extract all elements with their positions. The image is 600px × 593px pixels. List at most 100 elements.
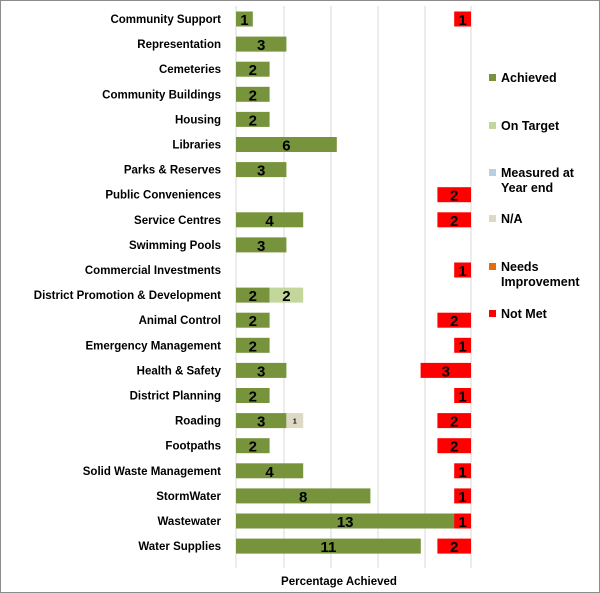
data-label: 3 bbox=[257, 37, 265, 54]
data-label: 2 bbox=[249, 288, 257, 305]
data-label: 3 bbox=[442, 363, 450, 380]
data-label: 2 bbox=[249, 313, 257, 330]
data-label: 1 bbox=[458, 514, 466, 531]
data-label: 3 bbox=[257, 238, 265, 255]
bar-achieved bbox=[236, 61, 270, 77]
bar-achieved bbox=[236, 463, 304, 479]
legend-label: On Target bbox=[501, 119, 560, 133]
category-label: Parks & Reserves bbox=[124, 165, 221, 177]
data-label: 2 bbox=[249, 389, 257, 406]
data-label: 2 bbox=[249, 87, 257, 104]
category-label: Swimming Pools bbox=[129, 240, 221, 252]
data-label: 1 bbox=[458, 338, 466, 355]
bar-achieved bbox=[236, 337, 270, 353]
data-label: 2 bbox=[249, 338, 257, 355]
data-label: 3 bbox=[257, 163, 265, 180]
bar-achieved bbox=[236, 162, 287, 178]
legend-swatch bbox=[489, 310, 496, 317]
bar-not-met bbox=[437, 312, 471, 328]
category-label: Public Conveniences bbox=[105, 190, 221, 202]
bar-not-met bbox=[454, 337, 471, 353]
bar-not-met bbox=[454, 262, 471, 278]
legend-label: N/A bbox=[501, 212, 523, 226]
bar-not-met bbox=[437, 413, 471, 429]
category-label: Housing bbox=[175, 114, 221, 126]
bar-not-met bbox=[454, 388, 471, 403]
bar-n-a bbox=[286, 413, 304, 429]
legend-swatch bbox=[489, 169, 496, 176]
bar-achieved bbox=[236, 237, 287, 253]
data-label: 4 bbox=[265, 464, 274, 481]
legend-label: Year end bbox=[501, 181, 553, 195]
bar-not-met bbox=[437, 538, 471, 554]
data-label: 2 bbox=[450, 188, 458, 205]
category-label: Community Buildings bbox=[102, 89, 221, 101]
data-label: 3 bbox=[257, 363, 265, 380]
bar-achieved bbox=[236, 11, 253, 27]
bar-not-met bbox=[454, 11, 471, 27]
category-label: Emergency Management bbox=[86, 340, 222, 352]
data-label: 1 bbox=[293, 419, 297, 426]
category-label: Commercial Investments bbox=[85, 265, 221, 277]
bar-not-met bbox=[420, 362, 471, 378]
category-label: Solid Waste Management bbox=[83, 466, 221, 478]
category-label: Health & Safety bbox=[137, 365, 222, 377]
legend-swatch bbox=[489, 263, 496, 270]
x-axis-title: Percentage Achieved bbox=[281, 576, 397, 588]
bar-not-met bbox=[437, 212, 471, 228]
data-label: 3 bbox=[257, 414, 265, 431]
data-label: 1 bbox=[458, 464, 466, 481]
legend-swatch bbox=[489, 215, 496, 222]
bar-achieved bbox=[236, 287, 270, 303]
bar-not-met bbox=[437, 438, 471, 454]
legend-label: Measured at bbox=[501, 166, 575, 180]
bar-achieved bbox=[236, 413, 287, 429]
bar-achieved bbox=[236, 513, 455, 529]
data-label: 2 bbox=[450, 414, 458, 431]
category-label: StormWater bbox=[156, 491, 221, 503]
legend-swatch bbox=[489, 74, 496, 81]
bar-not-met bbox=[454, 513, 471, 529]
data-label: 2 bbox=[450, 313, 458, 330]
category-label: Cemeteries bbox=[159, 64, 221, 76]
data-label: 8 bbox=[299, 489, 307, 506]
bar-achieved bbox=[236, 538, 421, 554]
data-label: 11 bbox=[320, 539, 336, 556]
bar-achieved bbox=[236, 388, 270, 403]
data-label: 6 bbox=[282, 138, 290, 155]
category-label: Service Centres bbox=[134, 215, 221, 227]
category-labels: Community Support Representation Cemeterie… bbox=[34, 14, 222, 553]
bar-achieved bbox=[236, 86, 270, 102]
data-label: 2 bbox=[249, 112, 257, 129]
data-label: 2 bbox=[450, 213, 458, 230]
bar-achieved bbox=[236, 438, 270, 454]
category-label: Wastewater bbox=[158, 516, 222, 528]
legend-label: Achieved bbox=[501, 71, 557, 85]
category-label: Animal Control bbox=[139, 315, 221, 327]
data-label: 1 bbox=[458, 263, 466, 280]
category-label: District Promotion & Development bbox=[34, 290, 221, 302]
data-label: 13 bbox=[337, 514, 354, 531]
data-label: 2 bbox=[282, 288, 290, 305]
category-label: Representation bbox=[137, 39, 221, 51]
bar-achieved bbox=[236, 312, 270, 328]
bar-achieved bbox=[236, 111, 270, 127]
category-label: Libraries bbox=[172, 140, 221, 152]
data-label: 2 bbox=[450, 439, 458, 456]
legend-label: Not Met bbox=[501, 307, 548, 321]
data-label: 2 bbox=[249, 62, 257, 79]
gridlines bbox=[235, 6, 472, 568]
bar-not-met bbox=[437, 187, 471, 203]
data-label: 4 bbox=[265, 213, 274, 230]
bar-achieved bbox=[236, 488, 371, 504]
data-label: 1 bbox=[458, 389, 466, 406]
data-label: 1 bbox=[458, 12, 466, 29]
bar-achieved bbox=[236, 362, 287, 378]
legend-label: Needs bbox=[501, 260, 539, 274]
bar-achieved bbox=[236, 137, 337, 152]
category-label: Community Support bbox=[110, 14, 221, 26]
category-label: District Planning bbox=[130, 391, 221, 403]
legend-swatch bbox=[489, 122, 496, 129]
category-label: Roading bbox=[175, 416, 221, 428]
